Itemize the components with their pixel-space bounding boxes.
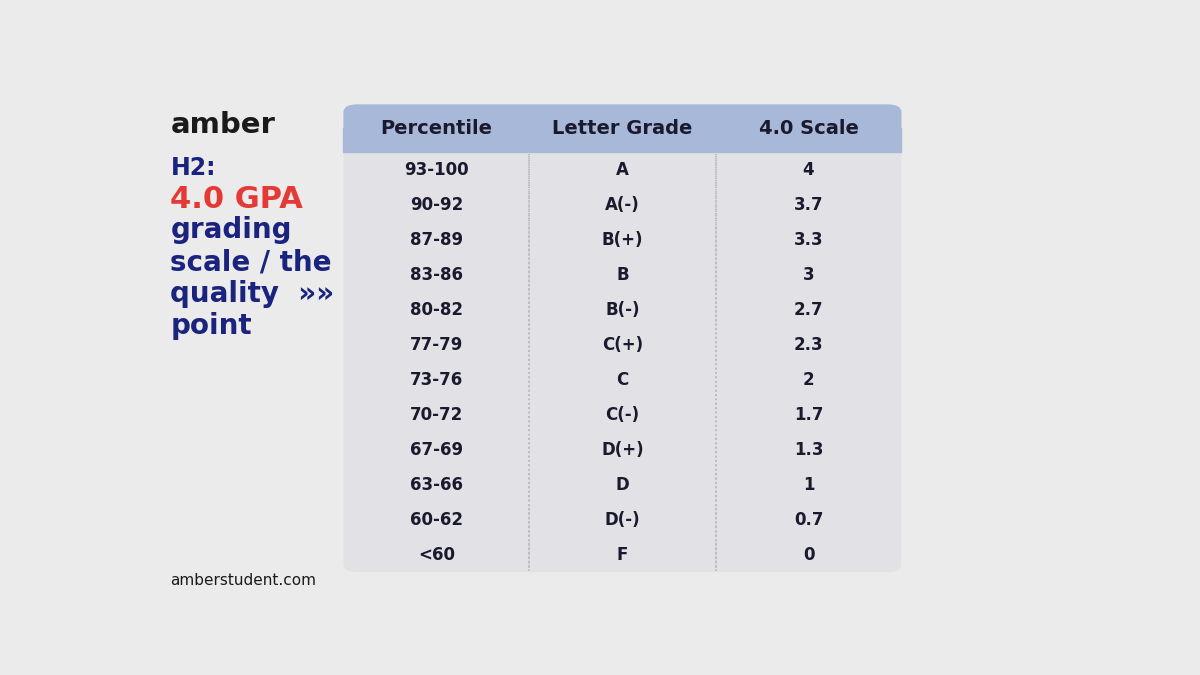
Text: 1: 1	[803, 476, 815, 493]
Text: Percentile: Percentile	[380, 119, 492, 138]
Text: grading: grading	[170, 216, 292, 244]
FancyBboxPatch shape	[343, 105, 901, 572]
Bar	[343, 128, 901, 152]
FancyBboxPatch shape	[343, 105, 901, 152]
Text: 4.0 Scale: 4.0 Scale	[758, 119, 858, 138]
Text: 3.3: 3.3	[793, 231, 823, 248]
Text: H2:: H2:	[170, 157, 216, 180]
Text: 60-62: 60-62	[410, 511, 463, 529]
Text: F: F	[617, 545, 628, 564]
Text: C: C	[617, 371, 629, 389]
Text: D(+): D(+)	[601, 441, 643, 459]
Text: C(+): C(+)	[602, 335, 643, 354]
Text: quality  »»: quality »»	[170, 279, 335, 308]
Text: Letter Grade: Letter Grade	[552, 119, 692, 138]
Text: D: D	[616, 476, 629, 493]
Text: 0: 0	[803, 545, 815, 564]
Text: C(-): C(-)	[605, 406, 640, 424]
Text: point: point	[170, 313, 252, 340]
Text: A(-): A(-)	[605, 196, 640, 214]
Text: 90-92: 90-92	[409, 196, 463, 214]
Text: 1.3: 1.3	[793, 441, 823, 459]
Text: scale / the: scale / the	[170, 248, 332, 276]
Text: 83-86: 83-86	[410, 266, 463, 283]
Text: B: B	[616, 266, 629, 283]
Text: 3: 3	[803, 266, 815, 283]
Text: 87-89: 87-89	[409, 231, 463, 248]
Text: A: A	[616, 161, 629, 179]
Text: 2: 2	[803, 371, 815, 389]
Text: B(-): B(-)	[605, 300, 640, 319]
Text: 0.7: 0.7	[793, 511, 823, 529]
Text: amberstudent.com: amberstudent.com	[170, 573, 317, 588]
Text: 2.7: 2.7	[793, 300, 823, 319]
Text: 73-76: 73-76	[409, 371, 463, 389]
Text: 2.3: 2.3	[793, 335, 823, 354]
Text: 93-100: 93-100	[404, 161, 469, 179]
Text: 70-72: 70-72	[409, 406, 463, 424]
Text: B(+): B(+)	[601, 231, 643, 248]
Text: 67-69: 67-69	[409, 441, 463, 459]
Text: 4: 4	[803, 161, 815, 179]
Text: <60: <60	[418, 545, 455, 564]
Text: 77-79: 77-79	[409, 335, 463, 354]
Text: 63-66: 63-66	[410, 476, 463, 493]
Text: 3.7: 3.7	[793, 196, 823, 214]
Text: 80-82: 80-82	[410, 300, 463, 319]
Text: 1.7: 1.7	[793, 406, 823, 424]
Text: amber: amber	[170, 111, 275, 139]
Text: 4.0 GPA: 4.0 GPA	[170, 185, 304, 214]
Text: D(-): D(-)	[605, 511, 641, 529]
